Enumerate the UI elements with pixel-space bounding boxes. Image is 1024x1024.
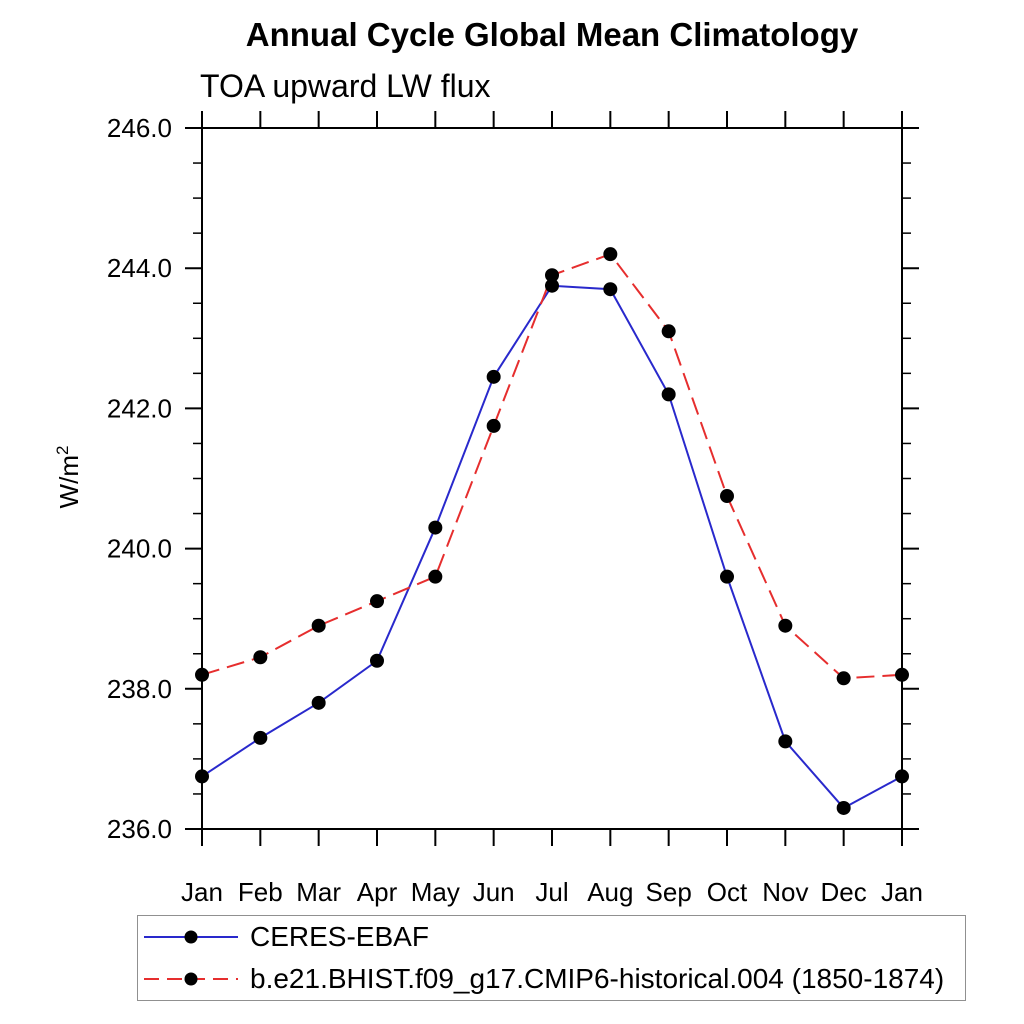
x-tick-label: Nov (762, 877, 808, 907)
x-axis-tick-labels: Jan Feb Mar Apr May Jun Jul Aug Sep Oct Nov Dec Jan (181, 877, 923, 907)
x-tick-label: Apr (357, 877, 398, 907)
x-tick-label: Dec (821, 877, 867, 907)
y-tick-label: 236.0 (107, 814, 172, 844)
y-tick-label: 244.0 (107, 253, 172, 283)
x-tick-label: Jan (181, 877, 223, 907)
y-axis-ticks (185, 127, 919, 830)
legend-item-model: b.e21.BHIST.f09_g17.CMIP6-historical.004… (138, 958, 965, 1000)
x-tick-label: Jun (473, 877, 515, 907)
y-tick-label: 238.0 (107, 674, 172, 704)
x-tick-label: Aug (587, 877, 633, 907)
x-tick-label: May (411, 877, 460, 907)
x-tick-label: Jul (535, 877, 568, 907)
x-tick-label: Oct (707, 877, 748, 907)
x-tick-label: Sep (646, 877, 692, 907)
x-tick-label: Feb (238, 877, 283, 907)
x-tick-label: Jan (881, 877, 923, 907)
legend-item-ceres-ebaf: CERES-EBAF (138, 916, 965, 958)
y-tick-label: 246.0 (107, 113, 172, 143)
legend-key-solid-line-icon (144, 930, 238, 944)
series-b-e21-bhist-f09-g17-cmip6-historical-004-1850-1874 (201, 252, 903, 680)
chart-subtitle: TOA upward LW flux (200, 68, 491, 104)
series-ceres-ebaf (201, 284, 903, 810)
y-tick-label: 240.0 (107, 534, 172, 564)
x-tick-label: Mar (296, 877, 341, 907)
legend-key-dashed-line-icon (144, 972, 238, 986)
y-axis-minor-ticks (193, 162, 911, 795)
legend-label-ceres-ebaf: CERES-EBAF (250, 921, 429, 952)
plot-area: Jan Feb Mar Apr May Jun Jul Aug Sep Oct Nov Dec Jan 2… (107, 111, 923, 907)
legend: CERES-EBAF b.e21.BHIST.f09_g17.CMIP6-his… (137, 915, 966, 1001)
axes-frame (201, 127, 903, 830)
y-axis-tick-labels: 236.0 238.0 240.0 242.0 244.0 246.0 (107, 113, 172, 844)
y-tick-label: 242.0 (107, 393, 172, 423)
legend-label-model: b.e21.BHIST.f09_g17.CMIP6-historical.004… (250, 963, 945, 994)
series-markers (195, 247, 909, 815)
page-title: Annual Cycle Global Mean Climatology (245, 16, 859, 53)
x-axis-ticks (201, 111, 903, 846)
